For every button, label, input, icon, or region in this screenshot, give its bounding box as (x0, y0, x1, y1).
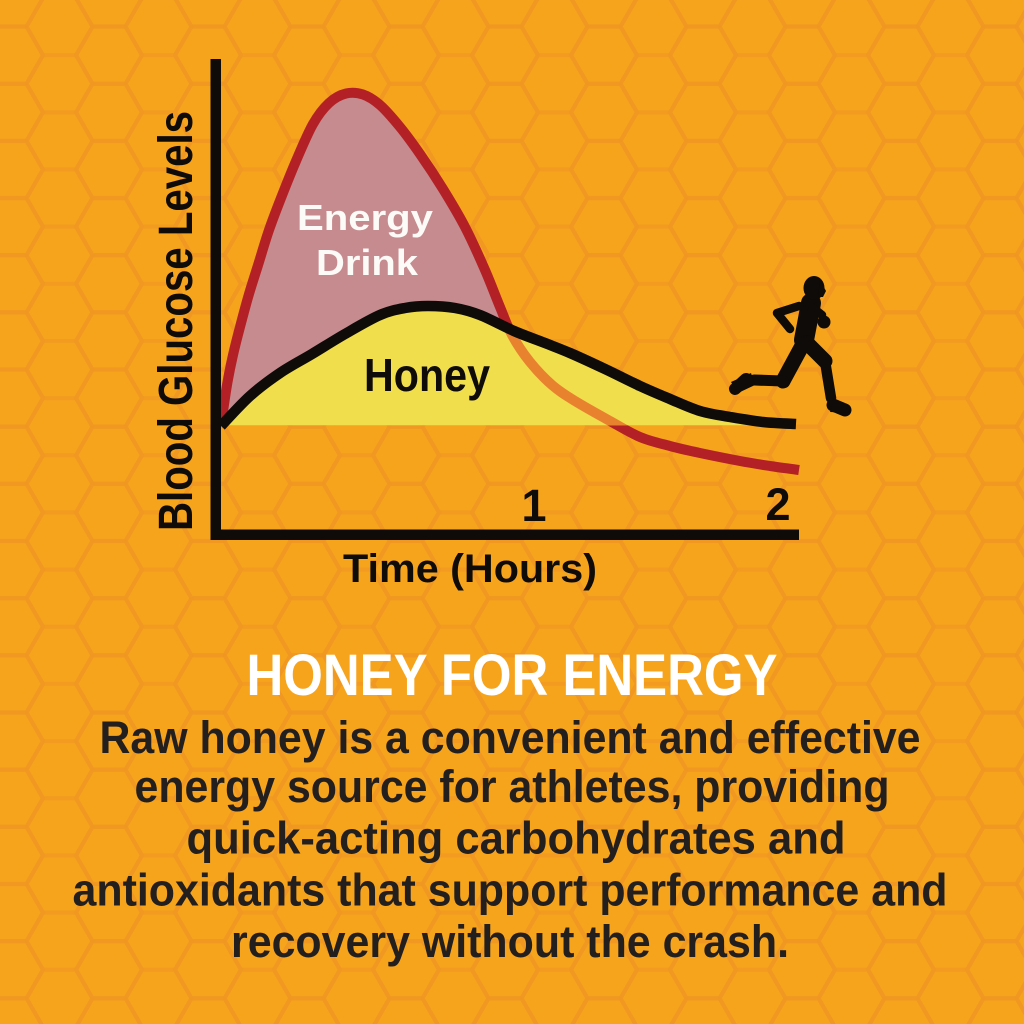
svg-text:antioxidants that support perf: antioxidants that support performance an… (73, 865, 948, 916)
svg-text:2: 2 (765, 479, 790, 530)
svg-text:Blood Glucose Levels: Blood Glucose Levels (150, 111, 203, 531)
svg-text:1: 1 (521, 480, 546, 531)
svg-text:energy source for athletes, pr: energy source for athletes, providing (135, 761, 890, 812)
svg-text:quick-acting carbohydrates and: quick-acting carbohydrates and (187, 813, 846, 864)
svg-text:HONEY FOR ENERGY: HONEY FOR ENERGY (247, 643, 778, 708)
svg-text:Time (Hours): Time (Hours) (343, 547, 597, 591)
svg-text:Drink: Drink (316, 242, 419, 283)
svg-text:recovery without the crash.: recovery without the crash. (231, 916, 789, 967)
svg-text:Energy: Energy (297, 197, 433, 238)
svg-text:Raw honey is a convenient and: Raw honey is a convenient and effective (100, 712, 921, 763)
svg-text:Honey: Honey (364, 349, 490, 401)
